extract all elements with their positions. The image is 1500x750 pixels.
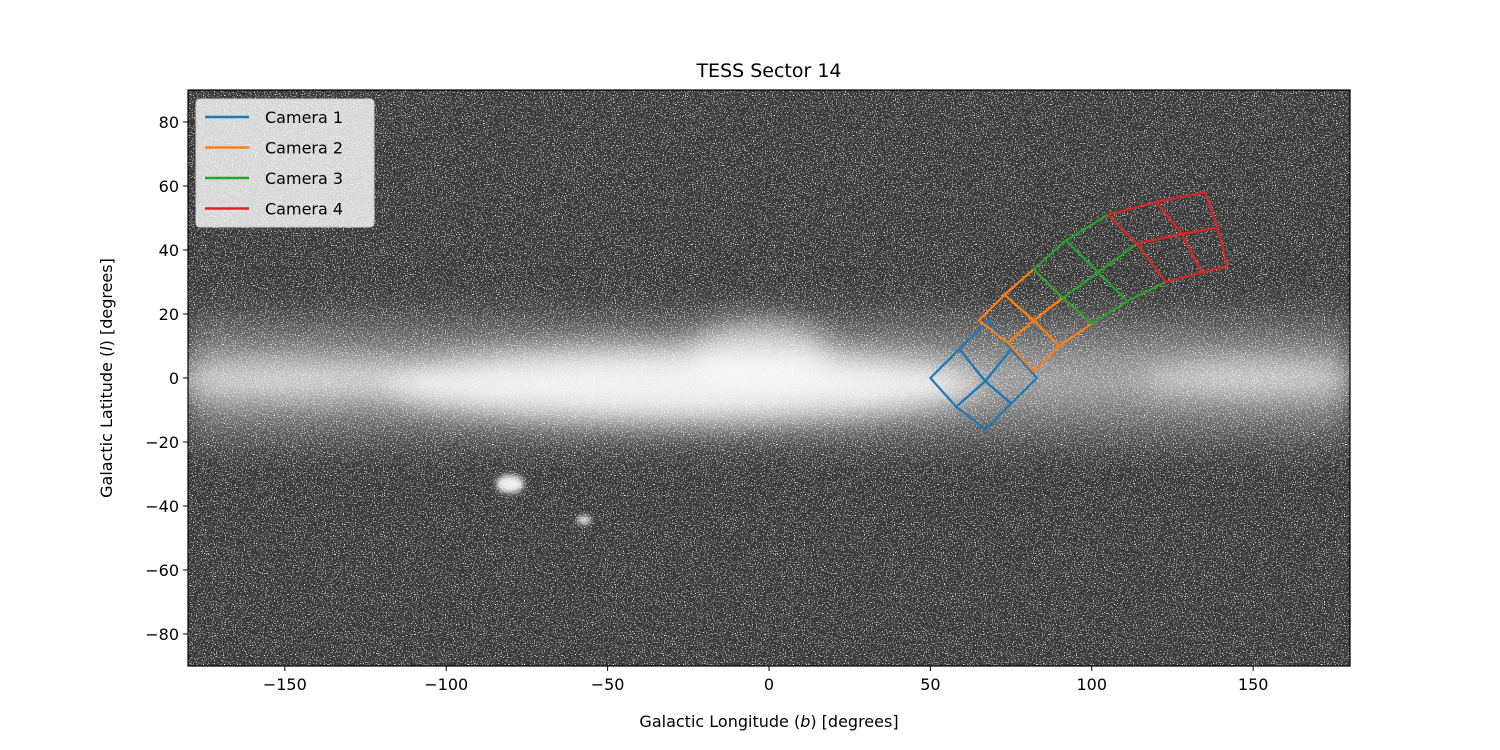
legend-label: Camera 1 — [265, 108, 343, 127]
legend-label: Camera 4 — [265, 200, 343, 219]
camera-4-ccd-4 — [1181, 226, 1229, 274]
y-tick-label: 40 — [159, 241, 179, 260]
sky-background — [188, 90, 1350, 666]
y-axis: −80 −60 −40 −20 0 20 40 60 80 — [145, 113, 188, 644]
camera-1-ccd-4 — [984, 348, 1039, 405]
x-tick-label: −50 — [591, 675, 625, 694]
x-tick-label: 0 — [764, 675, 774, 694]
legend-label: Camera 2 — [265, 139, 343, 158]
y-tick-label: 80 — [159, 113, 179, 132]
x-tick-label: 150 — [1238, 675, 1269, 694]
y-tick-label: −40 — [145, 497, 179, 516]
y-tick-label: −80 — [145, 625, 179, 644]
x-tick-label: 100 — [1077, 675, 1108, 694]
x-axis: −150 −100 −50 0 50 100 150 — [263, 666, 1269, 694]
legend-box — [195, 98, 375, 228]
x-tick-label: 50 — [920, 675, 940, 694]
y-axis-label: Galactic Latitude (l) [degrees] — [97, 258, 116, 498]
y-tick-label: 0 — [169, 369, 179, 388]
y-tick-label: −20 — [145, 433, 179, 452]
camera-footprints — [929, 191, 1229, 431]
camera-1-footprint — [929, 319, 1039, 431]
y-tick-label: −60 — [145, 561, 179, 580]
x-tick-label: −150 — [263, 675, 307, 694]
legend: Camera 1 Camera 2 Camera 3 Camera 4 — [195, 98, 375, 228]
y-tick-label: 20 — [159, 305, 179, 324]
camera-4-footprint — [1106, 191, 1229, 284]
x-axis-label: Galactic Longitude (b) [degrees] — [639, 712, 898, 731]
y-tick-label: 60 — [159, 177, 179, 196]
chart-title: TESS Sector 14 — [695, 60, 841, 82]
legend-label: Camera 3 — [265, 169, 343, 188]
x-tick-label: −100 — [424, 675, 468, 694]
